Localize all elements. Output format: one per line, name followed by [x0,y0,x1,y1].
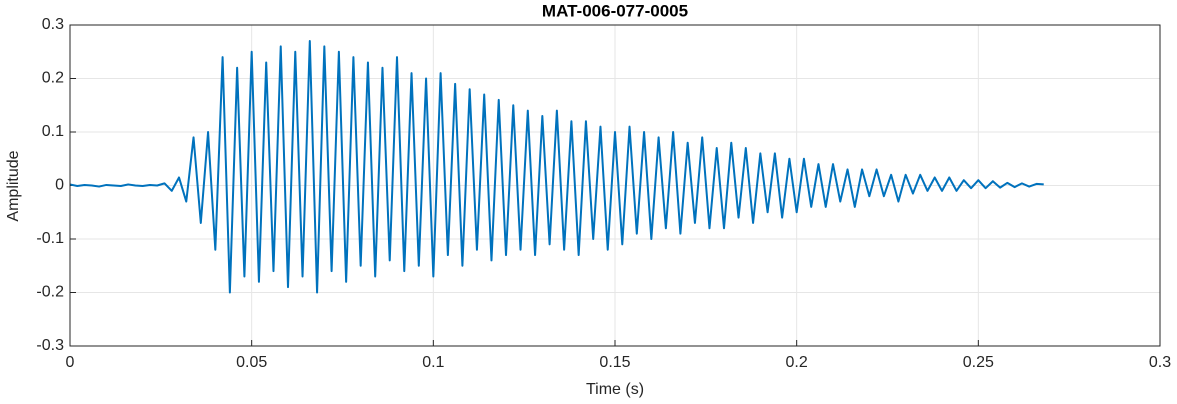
y-tick-label: -0.2 [36,284,64,301]
x-tick-label: 0.2 [786,354,808,371]
y-tick-label: 0.3 [42,16,64,33]
y-tick-label: -0.3 [36,337,64,354]
x-tick-label: 0 [66,354,75,371]
y-tick-label: -0.1 [36,230,64,247]
x-tick-label: 0.25 [963,354,994,371]
y-tick-label: 0.2 [42,70,64,87]
waveform-line [69,40,1044,294]
x-tick-label: 0.15 [599,354,630,371]
y-tick-label: 0.1 [42,123,64,140]
y-tick-label: 0 [55,177,64,194]
x-tick-label: 0.05 [236,354,267,371]
y-axis-label: Amplitude [5,150,22,221]
axes-box [69,24,1161,347]
x-tick-label: 0.1 [422,354,444,371]
x-tick-label: 0.3 [1149,354,1171,371]
x-axis-label: Time (s) [586,381,644,398]
chart-title: MAT-006-077-0005 [542,1,688,20]
